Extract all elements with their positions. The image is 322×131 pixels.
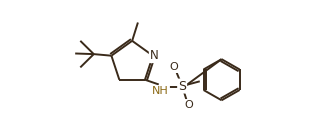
Text: N: N [150,49,158,62]
Text: NH: NH [152,86,169,96]
Text: O: O [184,100,193,110]
Text: O: O [169,62,178,72]
Text: S: S [178,80,186,93]
